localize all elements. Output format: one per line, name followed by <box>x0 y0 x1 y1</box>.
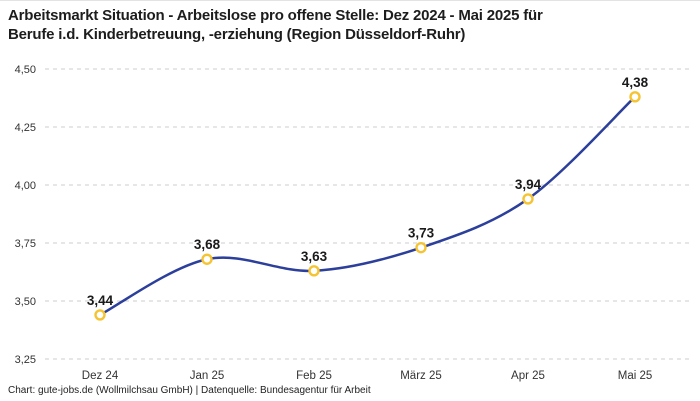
chart-title: Arbeitsmarkt Situation - Arbeitslose pro… <box>8 6 696 44</box>
data-point-marker <box>629 91 641 103</box>
chart-title-line1: Arbeitsmarkt Situation - Arbeitslose pro… <box>8 7 543 24</box>
data-point-marker <box>201 253 213 265</box>
data-point-label: 3,44 <box>87 293 114 308</box>
data-point-label: 3,73 <box>408 226 435 241</box>
x-tick-label: März 25 <box>400 370 442 382</box>
data-point-marker <box>94 309 106 321</box>
y-tick-label: 4,25 <box>15 122 36 134</box>
data-point-label: 3,63 <box>301 249 328 264</box>
x-tick-label: Jan 25 <box>190 370 225 382</box>
series-line <box>98 95 637 317</box>
chart-title-line2: Berufe i.d. Kinderbetreuung, -erziehung … <box>8 26 466 43</box>
data-point-marker <box>522 193 534 205</box>
x-tick-label: Dez 24 <box>82 370 119 382</box>
data-point-marker <box>308 265 320 277</box>
chart-credit: Chart: gute-jobs.de (Wollmilchsau GmbH) … <box>8 385 371 396</box>
y-tick-label: 3,75 <box>15 238 36 250</box>
y-tick-label: 3,25 <box>15 354 36 366</box>
y-tick-label: 3,50 <box>15 296 36 308</box>
data-point-label: 4,38 <box>622 75 649 90</box>
y-tick-label: 4,00 <box>15 180 36 192</box>
x-tick-label: Feb 25 <box>296 370 332 382</box>
data-point-label: 3,68 <box>194 237 221 252</box>
y-tick-label: 4,50 <box>15 64 36 76</box>
x-tick-label: Mai 25 <box>618 370 653 382</box>
data-point-marker <box>415 241 427 254</box>
data-point-label: 3,94 <box>515 177 542 192</box>
x-tick-label: Apr 25 <box>511 370 545 382</box>
